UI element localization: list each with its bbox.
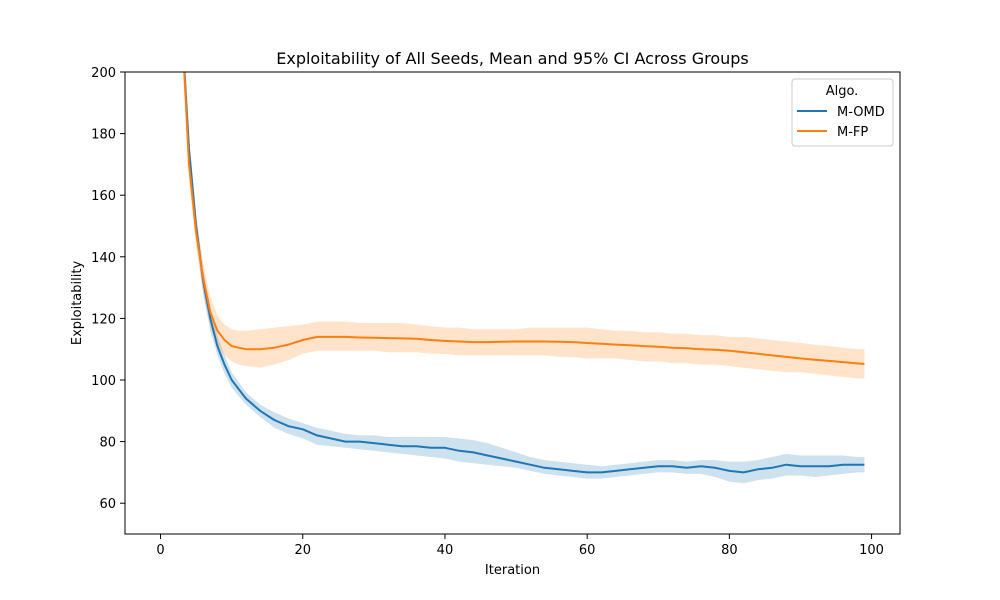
series-line-m-fp	[183, 72, 865, 365]
plot-frame	[124, 71, 901, 535]
x-tick-label: 80	[721, 543, 738, 558]
series-line-m-omd	[183, 72, 865, 474]
chart-title: Exploitability of All Seeds, Mean and 95…	[276, 49, 749, 68]
y-axis: 60 80 100 120 140 160 180 200	[91, 66, 125, 512]
confidence-bands	[183, 72, 865, 484]
x-tick-label: 0	[156, 543, 164, 558]
ci-band-m-fp	[183, 72, 865, 379]
x-axis-label: Iteration	[485, 563, 540, 578]
y-tick-label: 80	[99, 436, 116, 451]
y-tick-label: 60	[99, 497, 116, 512]
series-lines	[183, 72, 865, 474]
legend-label-m-omd: M-OMD	[837, 105, 885, 120]
y-tick-label: 180	[91, 128, 116, 143]
y-tick-label: 200	[91, 66, 116, 81]
y-axis-label: Exploitability	[70, 261, 85, 346]
x-tick-label: 20	[294, 543, 311, 558]
x-axis: 0 20 40 60 80 100	[156, 534, 884, 558]
x-tick-label: 100	[859, 543, 884, 558]
y-tick-label: 140	[91, 251, 116, 266]
legend-label-m-fp: M-FP	[837, 125, 868, 140]
legend-title: Algo.	[826, 84, 859, 99]
legend: Algo. M-OMD M-FP	[791, 78, 894, 147]
legend-box	[791, 78, 894, 147]
y-tick-label: 160	[91, 189, 116, 204]
y-tick-label: 120	[91, 312, 116, 327]
x-tick-label: 60	[579, 543, 596, 558]
y-tick-label: 100	[91, 374, 116, 389]
x-tick-label: 40	[437, 543, 454, 558]
